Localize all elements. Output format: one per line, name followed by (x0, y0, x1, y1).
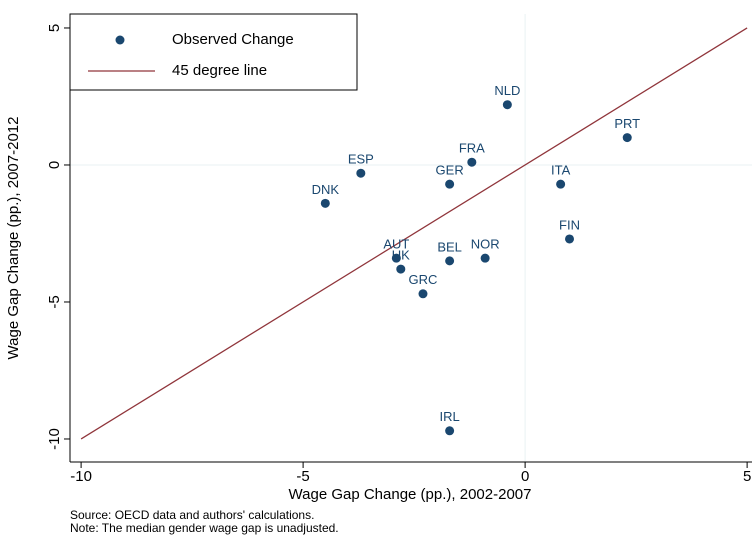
legend-label: Observed Change (172, 31, 294, 48)
point-label: AUT (383, 237, 409, 252)
data-point (320, 198, 330, 208)
x-tick-label: -5 (296, 468, 309, 485)
data-point (391, 253, 401, 263)
legend-marker (115, 35, 125, 45)
point-label: NLD (494, 83, 520, 98)
point-label: FIN (559, 217, 580, 232)
data-point (445, 179, 455, 189)
data-point (467, 157, 477, 167)
data-point (622, 133, 632, 143)
legend-label: 45 degree line (172, 62, 267, 79)
point-label: BEL (437, 239, 462, 254)
y-tick-label: -5 (46, 295, 63, 308)
data-point (565, 234, 575, 244)
point-label: IRL (440, 409, 460, 424)
y-tick-label: -10 (46, 428, 63, 450)
point-label: ITA (551, 163, 571, 178)
reference-line (80, 27, 748, 440)
y-axis-label: Wage Gap Change (pp.), 2007-2012 (5, 117, 22, 360)
data-point (445, 256, 455, 266)
point-label: ESP (348, 152, 374, 167)
x-tick-label: 0 (521, 468, 529, 485)
point-label: NOR (471, 237, 500, 252)
data-point (502, 100, 512, 110)
note: Note: The median gender wage gap is unad… (70, 521, 339, 535)
data-point (480, 253, 490, 263)
y-tick-label: 5 (46, 24, 63, 32)
point-label: UK (392, 248, 410, 263)
point-label: PRT (614, 116, 640, 131)
y-tick-label: 0 (46, 161, 63, 169)
data-point (445, 426, 455, 436)
x-tick-label: 5 (743, 468, 751, 485)
point-label: GRC (409, 272, 438, 287)
legend-box (69, 13, 358, 91)
x-axis-label: Wage Gap Change (pp.), 2002-2007 (289, 486, 532, 503)
data-point (356, 168, 366, 178)
data-point (418, 289, 428, 299)
data-point (396, 264, 406, 274)
x-tick-label: -10 (70, 468, 92, 485)
point-label: DNK (312, 182, 340, 197)
data-point (556, 179, 566, 189)
point-label: GER (436, 163, 464, 178)
note: Source: OECD data and authors' calculati… (70, 508, 314, 522)
point-label: FRA (459, 141, 485, 156)
